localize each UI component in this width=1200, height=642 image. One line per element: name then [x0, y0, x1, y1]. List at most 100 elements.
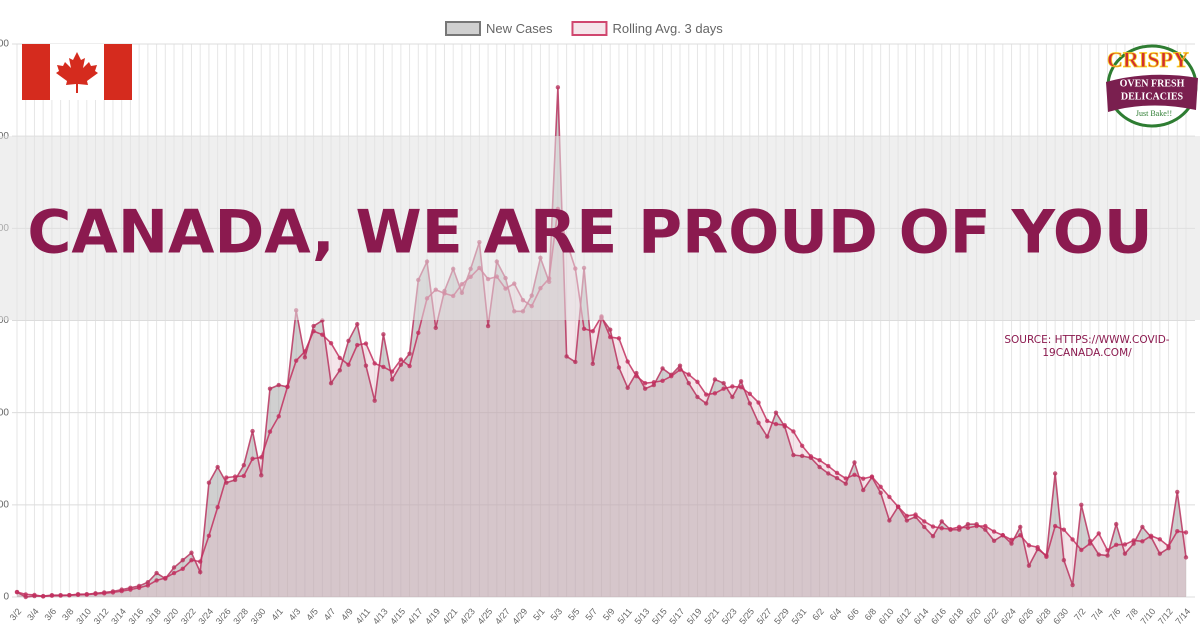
point: [634, 373, 639, 379]
x-tick-label: 4/3: [287, 606, 303, 622]
point: [1131, 541, 1136, 546]
point: [1061, 557, 1067, 563]
y-tick-label: 3000: [0, 39, 9, 50]
point: [660, 378, 665, 383]
x-tick-label: 4/29: [510, 606, 529, 626]
x-tick-label: 5/23: [720, 606, 739, 626]
point: [817, 464, 822, 470]
point: [922, 524, 927, 530]
x-tick-label: 3/2: [8, 606, 24, 622]
point: [799, 443, 805, 449]
point: [154, 570, 159, 576]
point: [198, 569, 203, 575]
logo-brand: CRISPY: [1107, 47, 1189, 72]
point: [1183, 555, 1189, 560]
point: [1131, 538, 1136, 543]
point: [145, 580, 151, 585]
point: [930, 524, 936, 529]
x-tick-label: 5/31: [790, 606, 809, 626]
point: [84, 592, 89, 597]
point: [677, 367, 683, 372]
point: [110, 590, 116, 595]
point: [1105, 548, 1110, 553]
point: [991, 538, 997, 543]
source: 19CANADA.COM/: [1042, 347, 1132, 359]
y-tick-label: 500: [0, 499, 9, 510]
point: [738, 379, 744, 384]
point: [756, 400, 761, 405]
point: [232, 477, 238, 483]
point: [198, 559, 203, 564]
legend-label: New Cases: [486, 21, 553, 36]
point: [136, 585, 142, 590]
point: [1035, 545, 1040, 550]
point: [869, 474, 875, 479]
point: [581, 326, 587, 331]
x-tick-label: 5/7: [583, 606, 599, 622]
x-tick-label: 4/17: [406, 606, 425, 626]
point: [1061, 527, 1067, 532]
point: [215, 505, 220, 510]
point: [250, 456, 255, 461]
point: [180, 557, 185, 563]
x-tick-label: 3/26: [214, 606, 233, 626]
x-tick-label: 3/28: [231, 606, 250, 626]
point: [398, 357, 404, 362]
point: [1009, 537, 1014, 543]
point: [1052, 471, 1058, 476]
point: [267, 386, 273, 391]
x-tick-label: 6/4: [828, 606, 844, 622]
x-tick-label: 5/5: [566, 606, 582, 622]
point: [389, 377, 395, 382]
x-tick-label: 6/12: [894, 606, 913, 626]
point: [747, 391, 753, 397]
point: [416, 330, 421, 336]
point: [651, 380, 657, 385]
point: [887, 518, 892, 523]
point: [1087, 541, 1093, 546]
point: [1175, 489, 1180, 495]
point: [817, 458, 822, 463]
point: [1114, 521, 1119, 527]
point: [843, 481, 848, 486]
point: [1157, 551, 1163, 556]
point: [930, 533, 936, 539]
point: [372, 361, 377, 366]
point: [826, 471, 831, 476]
point: [625, 359, 630, 364]
y-tick-label: 0: [3, 592, 9, 603]
point: [267, 429, 273, 434]
point: [703, 392, 709, 397]
point: [259, 455, 264, 460]
point: [721, 380, 726, 386]
logo-tagline: Just Bake!!: [1136, 109, 1172, 118]
point: [102, 591, 107, 596]
point: [1079, 502, 1084, 508]
y-tick-label: 1000: [0, 407, 9, 418]
x-tick-label: 3/18: [144, 606, 163, 626]
point: [1105, 553, 1110, 558]
point: [843, 476, 848, 481]
point: [389, 369, 395, 374]
point: [1114, 542, 1119, 548]
point: [381, 332, 386, 337]
point: [407, 351, 412, 356]
point: [293, 358, 299, 363]
headline: CANADA, WE ARE PROUD OF YOU: [27, 198, 1152, 268]
point: [939, 519, 944, 524]
point: [1000, 533, 1005, 538]
point: [58, 593, 63, 598]
x-tick-label: 5/1: [531, 606, 547, 622]
point: [965, 525, 971, 531]
point: [433, 325, 438, 331]
point: [328, 340, 334, 346]
legend-label: Rolling Avg. 3 days: [612, 21, 723, 36]
x-tick-label: 6/14: [912, 606, 931, 626]
point: [1122, 551, 1128, 556]
point: [564, 354, 569, 359]
point: [642, 380, 648, 386]
point: [128, 587, 133, 592]
point: [302, 349, 308, 354]
point: [939, 526, 944, 531]
area-fill: [17, 87, 1186, 598]
